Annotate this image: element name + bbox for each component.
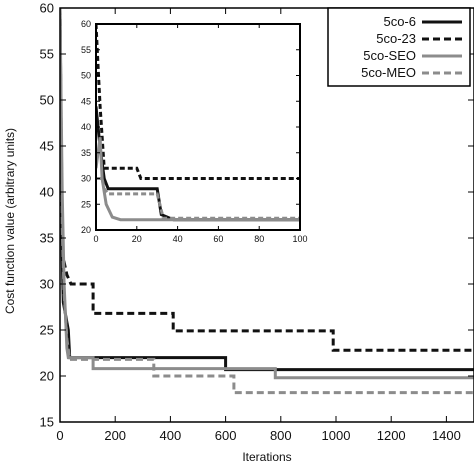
inset-y-tick-label: 60 bbox=[81, 19, 91, 29]
inset-x-tick-label: 0 bbox=[93, 234, 98, 244]
legend-label-5co-seo: 5co-SEO bbox=[363, 48, 416, 63]
main-y-tick-label: 30 bbox=[40, 277, 54, 292]
inset-y-tick-label: 40 bbox=[81, 122, 91, 132]
main-x-tick-label: 800 bbox=[270, 428, 292, 443]
main-y-tick-label: 25 bbox=[40, 323, 54, 338]
x-axis-label: Iterations bbox=[242, 450, 291, 464]
inset-x-tick-label: 80 bbox=[254, 234, 264, 244]
main-y-tick-label: 40 bbox=[40, 185, 54, 200]
y-axis-label: Cost function value (arbitrary units) bbox=[3, 128, 17, 314]
inset-y-tick-label: 25 bbox=[81, 199, 91, 209]
inset-y-tick-label: 45 bbox=[81, 96, 91, 106]
inset-series-5co-meo bbox=[96, 177, 300, 220]
inset-series-5co-23 bbox=[96, 24, 300, 180]
main-x-tick-label: 0 bbox=[56, 428, 63, 443]
main-series-5co-meo bbox=[60, 8, 474, 395]
inset-y-tick-label: 35 bbox=[81, 148, 91, 158]
inset-y-tick-label: 55 bbox=[81, 45, 91, 55]
main-y-tick-label: 20 bbox=[40, 369, 54, 384]
inset-x-tick-label: 40 bbox=[173, 234, 183, 244]
legend-label-5co-6: 5co-6 bbox=[383, 14, 416, 29]
main-y-tick-label: 50 bbox=[40, 93, 54, 108]
legend-label-5co-23: 5co-23 bbox=[376, 31, 416, 46]
main-y-tick-label: 60 bbox=[40, 1, 54, 16]
inset-y-tick-label: 30 bbox=[81, 174, 91, 184]
inset-series-group bbox=[96, 24, 300, 222]
legend: 5co-6 5co-23 5co-SEO 5co-MEO bbox=[327, 7, 471, 87]
main-x-tick-label: 600 bbox=[215, 428, 237, 443]
main-x-tick-label: 1000 bbox=[322, 428, 351, 443]
inset-y-tick-label: 50 bbox=[81, 71, 91, 81]
inset-y-tick-label: 20 bbox=[81, 225, 91, 235]
main-y-tick-label: 55 bbox=[40, 47, 54, 62]
main-y-tick-label: 15 bbox=[40, 415, 54, 430]
inset-x-tick-label: 20 bbox=[132, 234, 142, 244]
main-x-tick-label: 400 bbox=[160, 428, 182, 443]
main-y-tick-label: 45 bbox=[40, 139, 54, 154]
inset-x-tick-label: 60 bbox=[213, 234, 223, 244]
legend-label-5co-meo: 5co-MEO bbox=[361, 65, 416, 80]
main-y-tick-label: 35 bbox=[40, 231, 54, 246]
main-series-5co-23 bbox=[60, 8, 474, 352]
inset-background bbox=[94, 22, 300, 232]
main-frame bbox=[59, 7, 474, 423]
main-x-tick-label: 200 bbox=[104, 428, 126, 443]
main-x-tick-label: 1200 bbox=[377, 428, 406, 443]
main-plot: 0 200 400 600 800 1000 1200 1400152025303540455… bbox=[40, 1, 474, 443]
main-x-tick-label: 1400 bbox=[432, 428, 461, 443]
inset-series-5co-seo bbox=[96, 137, 300, 222]
inset-x-tick-label: 100 bbox=[292, 234, 307, 244]
